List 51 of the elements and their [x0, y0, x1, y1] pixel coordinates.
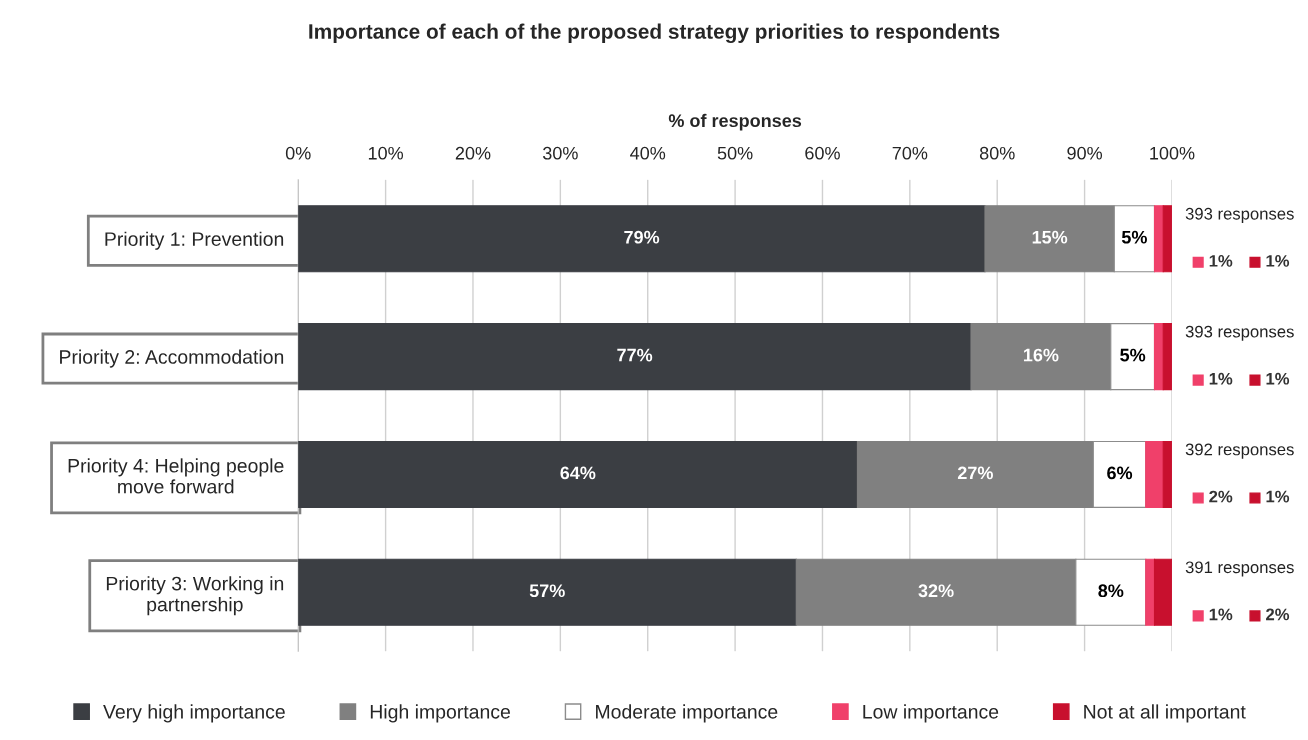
text: 393 responses — [1185, 207, 1294, 223]
bar — [1153, 323, 1164, 391]
y-tick-label: Priority 1: Prevention — [105, 231, 284, 250]
legend-label: Very high importance — [103, 704, 285, 723]
data-label: 15% — [1032, 230, 1068, 244]
data-label: 32% — [918, 584, 954, 598]
x-tick-label: 40% — [630, 146, 666, 160]
x-tick-label: 10% — [368, 146, 404, 160]
data-label: 57% — [529, 584, 565, 598]
x-tick-label: 100% — [1150, 146, 1195, 160]
data-label: 5% — [1120, 348, 1146, 362]
bar — [1153, 205, 1164, 273]
data-label: 5% — [1121, 230, 1147, 244]
x-tick-label: 70% — [892, 146, 928, 160]
x-tick-label: 90% — [1067, 146, 1103, 160]
data-label: 1% — [1266, 490, 1290, 503]
chart-title: Importance of each of the proposed strategy priorities to respondents — [309, 23, 1000, 44]
data-label: 79% — [624, 230, 660, 244]
data-label: 2% — [1209, 490, 1233, 503]
data-label: 77% — [617, 348, 653, 362]
data-label: 6% — [1107, 466, 1133, 480]
text: 393 responses — [1185, 325, 1294, 341]
x-axis-title: % of responses — [668, 113, 802, 131]
y-tick-label: Priority 3: Working in partnership — [106, 576, 284, 616]
legend-label: Not at all important — [1084, 704, 1246, 723]
data-label: 27% — [957, 466, 993, 480]
x-tick-label: 50% — [717, 146, 753, 160]
data-label: 1% — [1266, 255, 1290, 267]
data-label: 1% — [1209, 608, 1233, 621]
x-tick-label: 0% — [285, 146, 311, 160]
data-label: 1% — [1209, 372, 1233, 385]
data-label: 8% — [1098, 584, 1124, 598]
x-tick-label: 30% — [542, 146, 578, 160]
bar — [1145, 558, 1156, 626]
data-label: 64% — [560, 466, 596, 480]
data-label: 2% — [1266, 608, 1290, 621]
data-label: 16% — [1023, 348, 1059, 362]
bar — [1153, 558, 1172, 626]
text: 392 responses — [1185, 443, 1294, 459]
legend-label: Low importance — [863, 704, 999, 723]
data-label: 1% — [1266, 372, 1290, 385]
text: 391 responses — [1185, 561, 1294, 577]
legend-label: High importance — [370, 704, 510, 723]
data-label: 1% — [1209, 255, 1233, 267]
legend-label: Moderate importance — [596, 704, 778, 723]
y-tick-label: Priority 4: Helping people move forward — [68, 458, 284, 494]
x-tick-label: 60% — [805, 146, 840, 160]
y-tick-label: Priority 2: Accommodation — [60, 349, 284, 368]
bar — [1145, 440, 1164, 508]
x-tick-label: 20% — [455, 146, 491, 160]
x-tick-label: 80% — [979, 146, 1015, 160]
